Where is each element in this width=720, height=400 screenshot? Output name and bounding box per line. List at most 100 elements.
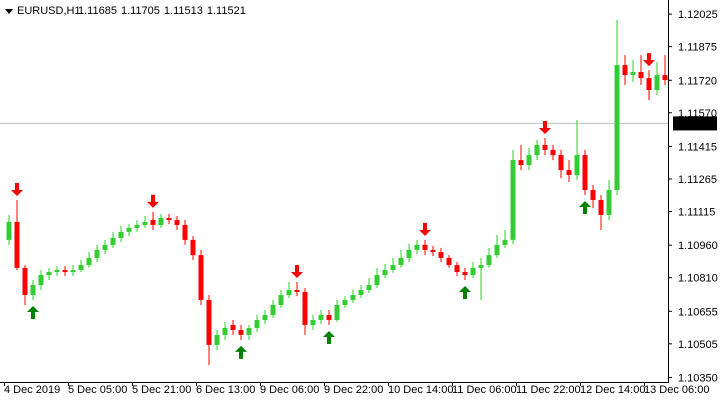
x-tick-label: 5 Dec 21:00 (132, 384, 191, 396)
x-tick-label: 12 Dec 14:00 (580, 384, 645, 396)
quote-value: 1.11705 (121, 5, 160, 17)
candle-body (622, 65, 628, 76)
x-tick-label: 6 Dec 13:00 (196, 384, 255, 396)
y-tick-label: 1.11115 (678, 206, 715, 218)
symbol-menu-icon[interactable] (5, 9, 13, 14)
y-tick-label: 1.10960 (678, 240, 718, 252)
candle-body (206, 300, 212, 345)
candle-body (166, 218, 172, 220)
candle-body (406, 249, 412, 258)
candle-body (222, 327, 228, 335)
x-tick-label: 10 Dec 14:00 (388, 384, 453, 396)
sell-arrow (291, 264, 303, 278)
chart-title: EURUSD,H1 (17, 5, 81, 17)
candle-body (422, 244, 428, 250)
candle-body (62, 270, 68, 273)
candle-body (486, 255, 492, 266)
sell-arrow (643, 53, 655, 67)
quote-value: 1.11685 (78, 5, 117, 17)
candle-body (454, 265, 460, 273)
x-tick-label: 11 Dec 06:00 (452, 384, 517, 396)
y-tick-label: 1.10810 (678, 273, 718, 285)
candle-body (350, 295, 356, 301)
candle-body (494, 244, 500, 256)
y-tick-label: 1.10505 (678, 339, 718, 351)
candle-body (318, 314, 324, 320)
candle-body (118, 231, 124, 238)
candle-body (190, 239, 196, 256)
candle-body (502, 239, 508, 245)
candle-body (342, 300, 348, 305)
candle-body (374, 275, 380, 286)
candle-body (646, 78, 652, 91)
candle-body (358, 290, 364, 296)
y-tick-label: 1.10350 (678, 372, 718, 384)
candle-body (638, 72, 644, 79)
candle-body (254, 319, 260, 328)
candle-body (558, 155, 564, 171)
candle-body (278, 295, 284, 305)
x-tick-label: 9 Dec 22:00 (324, 384, 383, 396)
candle-body (542, 144, 548, 150)
candle-body (134, 224, 140, 228)
candle-body (614, 65, 620, 191)
candle-body (182, 224, 188, 240)
candle-body (582, 155, 588, 191)
candle-body (390, 265, 396, 271)
candle-body (334, 304, 340, 320)
candle-body (174, 219, 180, 225)
candle-body (214, 334, 220, 345)
candle-body (262, 314, 268, 320)
candle-body (158, 218, 164, 225)
candle-body (534, 144, 540, 156)
candle-body (46, 272, 52, 276)
candle-body (462, 272, 468, 276)
x-tick-label: 5 Dec 05:00 (68, 384, 127, 396)
y-tick-label: 1.11415 (678, 141, 717, 153)
buy-arrow (579, 201, 591, 215)
candle-body (94, 249, 100, 258)
candle-body (102, 244, 108, 250)
candle-body (54, 270, 60, 273)
quote-value: 1.11521 (207, 5, 246, 17)
quote-value: 1.11513 (164, 5, 203, 17)
candle-body (430, 249, 436, 253)
candle-body (270, 304, 276, 315)
candle-body (78, 265, 84, 271)
candle-body (654, 75, 660, 91)
candle-body (606, 190, 612, 215)
candle-body (382, 270, 388, 276)
y-tick-label: 1.11265 (678, 174, 717, 186)
candle-body (14, 221, 20, 268)
candle-body (286, 290, 292, 296)
candle-body (142, 221, 148, 225)
candle-body (414, 244, 420, 250)
candle-body (366, 285, 372, 291)
y-tick-label: 1.10655 (678, 306, 718, 318)
sell-arrow (539, 120, 551, 134)
x-tick-label: 9 Dec 06:00 (260, 384, 319, 396)
y-tick-label: 1.11720 (678, 75, 717, 87)
candle-body (590, 190, 596, 201)
candle-body (518, 160, 524, 166)
buy-arrow (323, 330, 335, 344)
sell-arrow (11, 183, 23, 197)
candle-body (86, 257, 92, 266)
candle-body (150, 219, 156, 225)
candle-body (238, 329, 244, 335)
candle-body (22, 267, 28, 296)
candle-body (302, 291, 308, 325)
candle-body (294, 290, 300, 292)
candle-body (38, 275, 44, 286)
x-tick-label: 13 Dec 06:00 (644, 384, 709, 396)
sell-arrow (147, 194, 159, 208)
candle-body (630, 72, 636, 76)
candle-body (566, 170, 572, 176)
candle-body (478, 265, 484, 268)
candle-body (230, 324, 236, 330)
candle-body (598, 200, 604, 215)
sell-arrow (419, 222, 431, 236)
